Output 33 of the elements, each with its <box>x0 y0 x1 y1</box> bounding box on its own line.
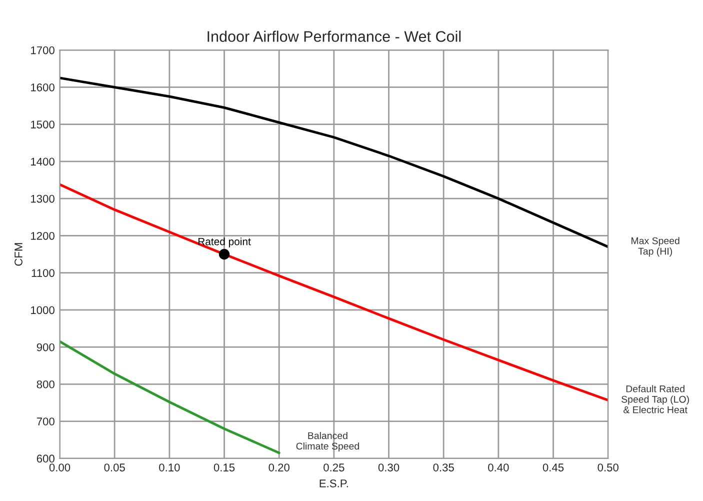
text: Max Speed Tap (HI) <box>632 237 680 257</box>
x-tick-label: 0.10 <box>159 464 180 472</box>
y-tick-label: 1100 <box>32 269 54 277</box>
x-tick-label: 0.50 <box>598 464 618 472</box>
line-series <box>60 340 280 454</box>
series-label: Default Rated Speed Tap (LO) & Electric Heat <box>622 385 689 414</box>
x-tick-label: 0.20 <box>268 464 290 472</box>
y-axis-title: CFM <box>14 243 22 266</box>
y-tick-label: 1700 <box>31 46 54 54</box>
x-tick-label: 0.30 <box>378 464 400 472</box>
x-tick-label: 0.45 <box>542 464 564 472</box>
x-tick-label: 0.00 <box>49 464 70 472</box>
y-tick-label: 1500 <box>31 120 54 128</box>
y-tick-label: 1200 <box>31 232 54 240</box>
x-tick-label: 0.15 <box>214 464 235 472</box>
y-tick-label: 900 <box>36 343 54 352</box>
x-axis-title: E.S.P. <box>320 479 348 488</box>
x-tick-label: 0.25 <box>324 464 344 472</box>
y-tick-label: 800 <box>36 380 54 388</box>
y-tick-label: 1400 <box>31 158 54 166</box>
y-tick-label: 1600 <box>31 83 54 92</box>
y-tick-label: 600 <box>36 454 54 463</box>
y-tick-label: 1000 <box>31 306 54 314</box>
x-tick-label: 0.40 <box>488 464 509 472</box>
line-series <box>60 76 608 248</box>
y-tick-label: 700 <box>36 418 54 426</box>
chart-title: Indoor Airflow Performance - Wet Coil <box>208 30 461 42</box>
y-tick-label: 1300 <box>31 194 54 203</box>
series-label: Balanced Climate Speed <box>296 432 359 452</box>
line-series <box>60 183 608 402</box>
x-tick-label: 0.05 <box>104 464 125 472</box>
series-label: Rated point <box>198 238 251 248</box>
x-tick-label: 0.35 <box>433 464 454 472</box>
